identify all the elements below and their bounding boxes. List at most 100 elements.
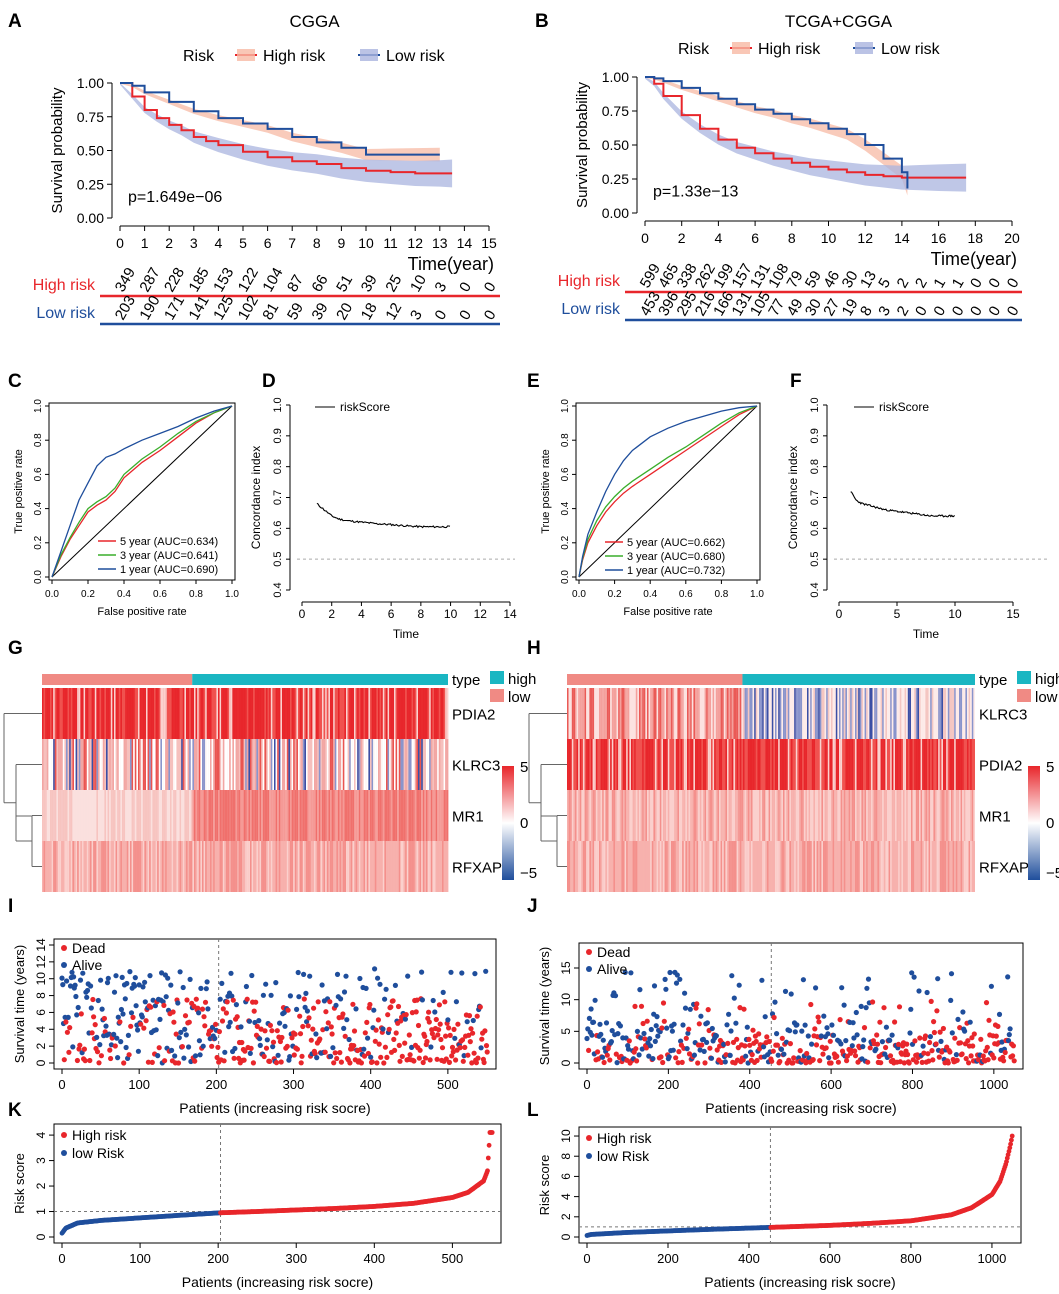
heatmap-cell — [210, 790, 212, 841]
heatmap-cell — [294, 790, 297, 841]
heatmap-cell — [438, 841, 441, 892]
alive-point — [238, 1024, 244, 1030]
alive-point — [108, 1042, 114, 1048]
alive-point — [97, 1042, 103, 1048]
heatmap-cell — [350, 790, 353, 841]
alive-point — [636, 1052, 642, 1058]
heatmap-cell — [64, 688, 66, 739]
heatmap-cell — [435, 841, 438, 892]
heatmap-cell — [165, 841, 167, 892]
heatmap-cell — [109, 739, 111, 790]
heatmap-cell — [224, 739, 226, 790]
heatmap-cell — [959, 790, 961, 841]
heatmap-cell — [58, 688, 60, 739]
dead-point — [77, 1042, 83, 1048]
heatmap-cell — [109, 841, 111, 892]
heatmap-cell — [895, 841, 897, 892]
heatmap-cell — [346, 790, 348, 841]
y-tick-label: 3 — [34, 1157, 48, 1164]
heatmap-cell — [250, 841, 252, 892]
heatmap-cell — [352, 790, 354, 841]
heatmap-cell — [88, 688, 90, 739]
risk-table-count: 0 — [1004, 275, 1023, 291]
risk-table-count: 2 — [894, 303, 913, 319]
heatmap-cell — [763, 841, 766, 892]
heatmap-cell — [720, 790, 723, 841]
heatmap-cell — [610, 790, 612, 841]
heatmap-cell — [93, 688, 95, 739]
heatmap-cell — [773, 790, 775, 841]
alive-point — [330, 1045, 336, 1051]
heatmap-cell — [891, 790, 894, 841]
roc-curve — [578, 405, 758, 578]
heatmap-cell — [778, 790, 780, 841]
heatmap-cell — [136, 841, 138, 892]
heatmap-cell — [166, 841, 169, 892]
dead-point — [298, 1060, 304, 1066]
heatmap-cell — [896, 790, 899, 841]
heatmap-cell — [911, 841, 913, 892]
heatmap-cell — [432, 841, 434, 892]
heatmap-cell — [376, 739, 378, 790]
heatmap-cell — [346, 739, 348, 790]
plot-frame — [578, 942, 1024, 1070]
heatmap-cell — [666, 739, 668, 790]
heatmap-cell — [152, 790, 154, 841]
heatmap-cell — [901, 841, 903, 892]
heatmap-cell — [50, 739, 52, 790]
heatmap-cell — [146, 739, 148, 790]
heatmap-cell — [394, 739, 396, 790]
alive-point — [409, 1044, 415, 1050]
heatmap-cell — [851, 790, 854, 841]
dead-point — [897, 1059, 903, 1065]
heatmap-cell — [400, 739, 402, 790]
heatmap-cell — [824, 790, 827, 841]
heatmap-cell — [291, 739, 294, 790]
heatmap-cell — [906, 739, 908, 790]
heatmap-cell — [808, 688, 811, 739]
dead-point — [779, 1035, 785, 1041]
heatmap-cell — [322, 688, 324, 739]
dead-point — [940, 1025, 947, 1032]
y-tick-label: 0.2 — [33, 535, 44, 549]
heatmap-cell — [749, 688, 751, 739]
heatmap-cell — [402, 688, 404, 739]
x-tick-label: 2 — [678, 230, 686, 246]
heatmap-cell — [725, 739, 727, 790]
dead-point — [278, 1059, 284, 1065]
risk-table-count: 0 — [967, 303, 986, 319]
heatmap-cell — [901, 739, 903, 790]
heatmap-cell — [363, 790, 366, 841]
heatmap-cell — [883, 790, 886, 841]
heatmap-cell — [214, 841, 217, 892]
heatmap-cell — [709, 739, 711, 790]
dead-point — [436, 1027, 442, 1033]
heatmap-cell — [424, 841, 426, 892]
heatmap-cell — [102, 841, 105, 892]
alive-point — [778, 1046, 785, 1052]
heatmap-cell — [325, 688, 327, 739]
heatmap-cell — [925, 739, 927, 790]
heatmap-cell — [165, 688, 167, 739]
heatmap-cell — [850, 790, 852, 841]
heatmap-cell — [890, 790, 892, 841]
alive-point — [589, 1032, 595, 1038]
heatmap-cell — [783, 688, 785, 739]
heatmap-cell — [829, 841, 831, 892]
alive-point — [949, 1030, 955, 1036]
heatmap-cell — [807, 688, 809, 739]
dead-point — [162, 1058, 168, 1064]
dead-point — [214, 1054, 220, 1061]
heatmap-cell — [607, 790, 609, 841]
dead-point — [878, 1060, 884, 1066]
heatmap-cell — [82, 739, 84, 790]
heatmap-cell — [322, 790, 324, 841]
heatmap-cell — [115, 841, 118, 892]
alive-point — [669, 1028, 676, 1034]
heatmap-cell — [867, 790, 870, 841]
heatmap-cell — [581, 790, 583, 841]
alive-point — [165, 975, 171, 981]
dead-point — [642, 1036, 648, 1042]
heatmap-cell — [594, 790, 596, 841]
alive-point — [198, 985, 204, 992]
